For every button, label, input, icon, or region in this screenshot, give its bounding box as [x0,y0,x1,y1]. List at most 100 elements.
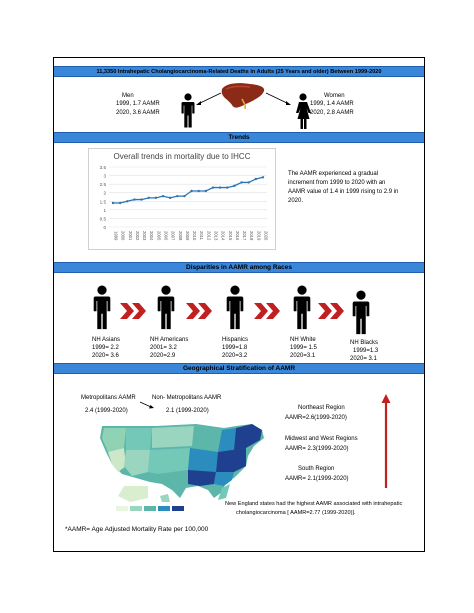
race-1999-nh-white: 1999= 1.5 [290,345,317,351]
data-point [197,189,200,193]
data-point [161,194,165,198]
x-tick-label: 2012 [206,231,211,241]
data-point [261,176,265,179]
chart-title: Overall trends in mortality due to IHCC [113,152,251,161]
x-tick-label: 2000 [121,231,126,241]
person-icon-nh-white [293,285,311,330]
south-title: South Region [298,466,335,472]
data-point [204,189,208,193]
x-tick-label: 2008 [178,231,183,241]
data-point [240,181,243,184]
map-legend [116,506,184,511]
x-tick-label: 2015 [228,231,233,241]
men-title: Men [122,93,134,99]
data-point [140,198,143,201]
trends-text-3: AAMR value of 1.4 in 1999 rising to 2.9 … [288,189,399,195]
chevron-arrow-icon-4 [318,303,344,319]
y-tick-label: 0.5 [100,216,107,221]
race-name-nh-americans: NH Americans [150,337,189,343]
up-arrow-icon [381,394,391,488]
liver-icon [221,83,265,110]
data-point [168,196,172,200]
person-icon-nh-americans [157,285,175,330]
race-1999-nh-blacks: 1999=1.3 [353,348,379,354]
nonmetro-value: 2.1 (1999-2020) [166,408,209,414]
data-point [190,189,193,193]
x-tick-label: 2009 [185,231,190,241]
data-point [118,201,122,205]
race-1999-nh-americans: 2001= 3.2 [150,345,177,351]
data-point [254,177,258,181]
race-name-nh-white: NH White [290,337,316,343]
x-tick-label: 2005 [156,231,161,241]
chevron-arrow-icon-1 [120,303,146,319]
men-2020: 2020, 3.6 AAMR [116,110,160,116]
new-england-line2: cholangiocarcinoma [ AAMR=2.77 (1999-202… [236,510,356,516]
race-2020-nh-asians: 2020= 3.6 [92,353,119,359]
x-tick-label: 2001 [128,231,133,241]
race-2020-nh-americans: 2020=2.9 [150,353,176,359]
x-tick-label: 2016 [235,231,240,241]
race-2020-hispanics: 2020=3.2 [222,353,248,359]
woman-icon [296,93,311,129]
header-title: 11,3350 Intrahepatic Cholangiocarcinoma-… [96,69,382,75]
person-icon-hispanics [226,285,244,330]
metro-value: 2.4 (1999-2020) [85,408,128,414]
midwest-value: AAMR= 2.3(1999-2020) [285,446,349,452]
races-title: Disparities in AAMR among Races [186,264,292,271]
x-tick-label: 2010 [192,231,197,241]
trends-title: Trends [228,134,250,141]
race-name-nh-asians: NH Asians [92,337,121,343]
data-point [147,196,150,200]
data-point [111,201,115,205]
y-tick-label: 1 [103,208,106,213]
data-point [247,181,250,184]
x-tick-label: 2004 [149,231,154,241]
data-point [218,186,222,189]
northeast-value: AAMR=2.6(1999-2020) [285,415,347,421]
geo-title: Geographical Stratification of AAMR [182,365,296,372]
person-icon-nh-blacks [352,290,370,335]
down-arrow-icon [139,401,154,409]
y-tick-label: 1.5 [100,199,107,204]
y-tick-label: 2.5 [100,182,107,187]
trends-text-4: 2020. [288,198,304,204]
x-tick-label: 2018 [249,231,254,241]
metro-title: Metropolitans AAMR [81,395,136,401]
data-point [233,184,236,188]
series-line [113,176,264,204]
arrow-to-men-icon [196,92,222,105]
x-tick-label: 2017 [242,231,247,241]
trends-text-1: The AAMR experienced a gradual [288,171,379,177]
women-1999: 1999, 1.4 AAMR [310,101,354,107]
data-point [211,186,215,189]
man-icon [181,93,195,128]
y-tick-label: 3.5 [100,165,107,170]
x-tick-label: 2006 [164,231,169,241]
x-tick-label: 1999 [114,231,119,241]
south-value: AAMR= 2.1(1999-2020) [285,476,349,482]
midwest-title: Midwest and West Regions [285,436,358,442]
chevron-arrow-icon-2 [186,303,212,319]
nonmetro-title: Non- Metropolitans AAMR [152,395,222,401]
races-bar: Disparities in AAMR among Races [54,262,424,273]
x-tick-label: 2020 [264,231,269,241]
women-2020: 2020, 2.8 AAMR [310,110,354,116]
y-tick-label: 2 [103,191,106,196]
race-1999-hispanics: 1999=1.8 [222,345,248,351]
data-point [183,194,186,198]
x-tick-label: 2007 [171,231,176,241]
us-choropleth-map [100,424,264,502]
x-tick-label: 2014 [221,231,226,241]
x-tick-label: 2019 [256,231,261,241]
men-1999: 1999, 1.7 AAMR [116,101,160,107]
chevron-arrow-icon-3 [254,303,280,319]
race-2020-nh-blacks: 2020= 3.1 [350,356,377,362]
x-tick-label: 2011 [199,231,204,241]
northeast-title: Northeast Region [298,405,345,411]
race-name-nh-blacks: NH Blacks [350,340,379,346]
x-tick-label: 2013 [214,231,219,241]
race-name-hispanics: Hispanics [222,337,249,343]
y-tick-label: 3 [103,174,106,179]
geo-bar: Geographical Stratification of AAMR [54,363,424,374]
